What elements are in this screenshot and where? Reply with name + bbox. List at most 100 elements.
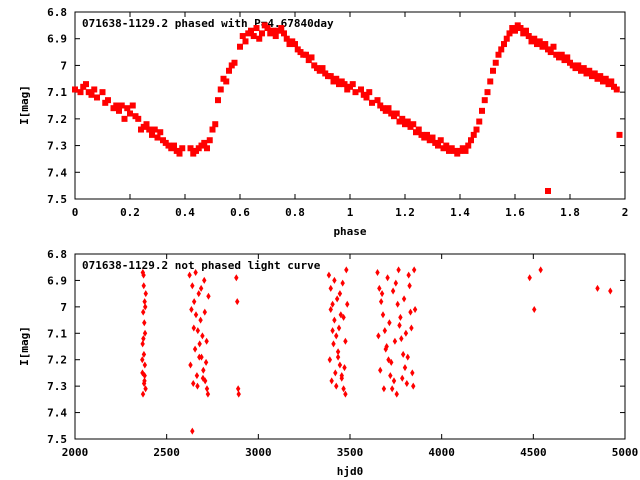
y-tick-label: 7 xyxy=(60,59,67,72)
data-point xyxy=(366,89,373,96)
data-point xyxy=(380,311,386,319)
data-point xyxy=(194,372,200,380)
data-point xyxy=(387,319,392,327)
data-point xyxy=(369,99,375,106)
data-point xyxy=(404,380,410,387)
data-point xyxy=(400,374,405,382)
data-point xyxy=(326,271,332,279)
data-point xyxy=(462,147,469,154)
data-point xyxy=(146,126,153,133)
data-point xyxy=(382,327,388,335)
data-point xyxy=(388,372,393,380)
data-point xyxy=(402,364,408,372)
data-point xyxy=(141,380,147,387)
data-point xyxy=(253,25,260,32)
x-tick-label: 0.6 xyxy=(230,206,250,219)
data-point xyxy=(127,110,133,117)
data-point xyxy=(328,306,333,313)
data-point xyxy=(527,274,532,282)
data-point xyxy=(113,102,120,109)
data-point xyxy=(405,353,410,361)
data-point xyxy=(393,110,400,117)
data-point xyxy=(398,313,403,321)
data-point xyxy=(203,358,209,366)
x-tick-label: 0.2 xyxy=(120,206,140,219)
data-point xyxy=(363,94,370,101)
x-tick-label: 2500 xyxy=(153,446,180,459)
data-point xyxy=(335,353,341,361)
data-point xyxy=(580,65,587,72)
data-point xyxy=(498,46,505,53)
data-point xyxy=(409,324,414,332)
data-point xyxy=(435,142,441,149)
data-point xyxy=(143,121,150,128)
data-point xyxy=(205,390,211,398)
data-point xyxy=(202,308,207,316)
y-tick-label: 7.3 xyxy=(47,140,67,153)
data-point xyxy=(608,78,615,85)
data-point xyxy=(217,86,224,93)
data-point xyxy=(200,332,205,340)
data-point xyxy=(358,86,364,93)
data-point xyxy=(143,290,148,298)
data-point xyxy=(235,385,241,393)
data-point xyxy=(330,327,335,335)
data-point xyxy=(334,295,340,303)
data-point xyxy=(396,266,401,274)
data-point xyxy=(331,340,336,348)
data-point xyxy=(383,345,388,353)
data-point xyxy=(190,427,195,435)
data-point xyxy=(403,329,409,337)
chart-title: 071638-1129.2 phased with P=4.67840day xyxy=(82,17,334,30)
data-point xyxy=(389,358,394,366)
x-tick-label: 2 xyxy=(622,206,629,219)
data-point xyxy=(479,107,485,114)
data-point xyxy=(550,43,557,50)
data-point xyxy=(465,142,472,149)
data-point xyxy=(270,27,276,34)
data-point xyxy=(151,126,158,133)
data-point xyxy=(198,284,204,292)
data-point xyxy=(140,340,145,348)
data-point xyxy=(187,271,192,279)
unphased-light-curve-plot: 071638-1129.2 not phased light curve hjd… xyxy=(18,248,638,478)
data-point xyxy=(341,313,346,321)
data-point xyxy=(429,134,436,141)
data-point xyxy=(512,27,518,34)
data-point xyxy=(303,51,309,58)
data-point xyxy=(476,118,483,125)
data-point xyxy=(91,86,98,93)
data-point xyxy=(204,337,209,345)
data-point xyxy=(490,67,496,74)
x-tick-label: 2000 xyxy=(62,446,89,459)
x-tick-label: 0 xyxy=(72,206,79,219)
data-point xyxy=(212,121,219,128)
data-point xyxy=(197,353,202,361)
data-point xyxy=(237,43,243,50)
plot-frame xyxy=(74,253,626,440)
data-point xyxy=(193,269,198,276)
data-point xyxy=(191,324,196,332)
data-point xyxy=(394,390,399,398)
y-axis-label: I[mag] xyxy=(18,85,31,125)
data-point xyxy=(332,316,337,324)
data-points xyxy=(72,22,623,194)
data-point xyxy=(259,30,265,37)
data-point xyxy=(547,49,554,56)
data-point xyxy=(330,300,335,308)
y-tick-label: 7 xyxy=(60,301,67,314)
data-point xyxy=(481,97,488,104)
data-point xyxy=(272,33,279,40)
data-point xyxy=(410,369,415,377)
data-point xyxy=(390,287,396,295)
data-point xyxy=(334,332,339,340)
data-point xyxy=(215,97,221,104)
data-point xyxy=(406,271,411,279)
data-point xyxy=(209,126,216,133)
data-point xyxy=(198,316,203,324)
data-point xyxy=(142,372,147,380)
data-point xyxy=(94,94,100,101)
data-point xyxy=(116,107,122,114)
data-point xyxy=(376,332,381,340)
data-point xyxy=(517,25,524,32)
